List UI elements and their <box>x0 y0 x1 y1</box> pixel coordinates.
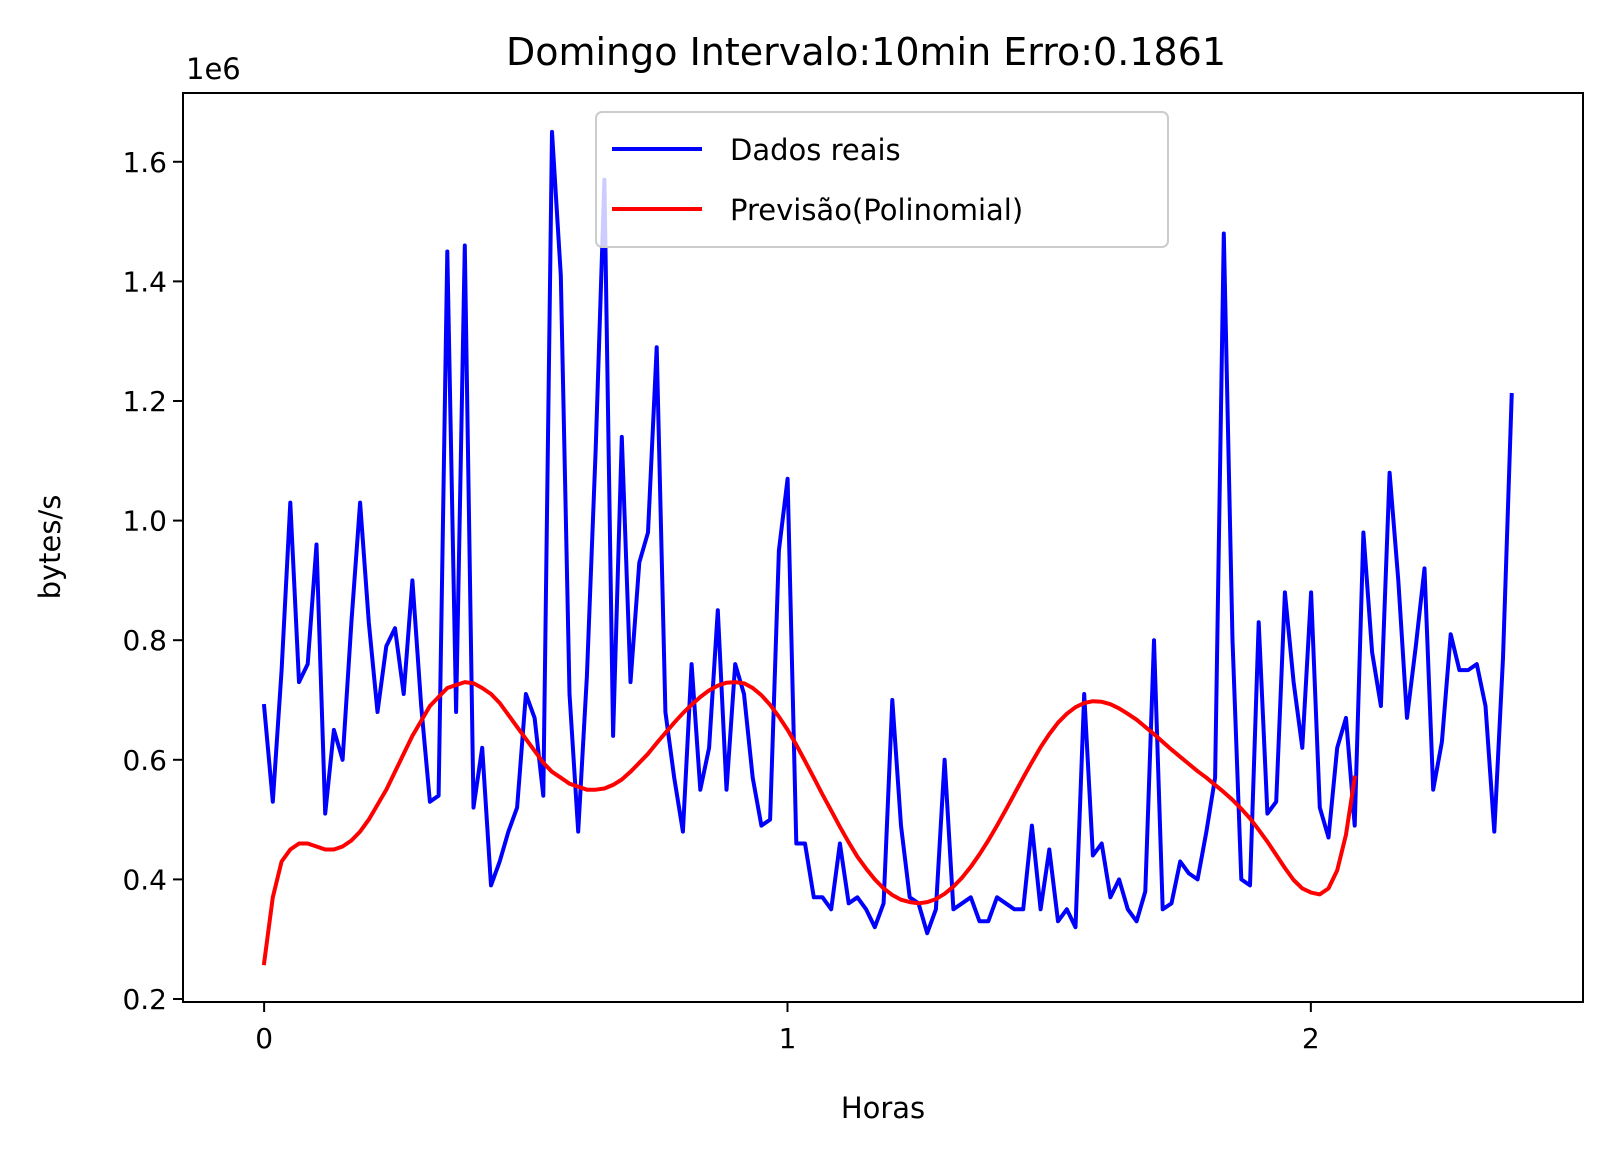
chart-title: Domingo Intervalo:10min Erro:0.1861 <box>506 30 1226 74</box>
legend: Dados reais Previsão(Polinomial) <box>595 111 1169 248</box>
x-axis: 0 1 2 <box>255 1002 1320 1055</box>
y-tick-label: 0.6 <box>122 744 167 777</box>
y-tick-label: 0.4 <box>122 863 167 896</box>
x-tick-label: 0 <box>255 1022 273 1055</box>
y-axis-multiplier: 1e6 <box>186 52 241 86</box>
y-tick-label: 0.2 <box>122 983 167 1016</box>
y-tick-label: 1.6 <box>122 146 167 179</box>
legend-label-previsao: Previsão(Polinomial) <box>730 193 1023 227</box>
plot-frame <box>182 92 1584 1003</box>
x-tick-label: 2 <box>1302 1022 1320 1055</box>
y-tick-label: 1.0 <box>122 505 167 538</box>
y-tick-label: 1.4 <box>122 265 167 298</box>
y-tick-label: 0.8 <box>122 624 167 657</box>
legend-label-dados-reais: Dados reais <box>730 133 901 167</box>
series-layer <box>261 129 1514 966</box>
y-tick-label: 1.2 <box>122 385 167 418</box>
y-axis: 0.2 0.4 0.6 0.8 1.0 1.2 1.4 1.6 <box>122 146 183 1016</box>
series-line-1 <box>261 680 1357 966</box>
x-tick-label: 1 <box>779 1022 797 1055</box>
legend-box <box>595 111 1169 248</box>
x-axis-label: Horas <box>841 1091 925 1125</box>
y-axis-label: bytes/s <box>33 495 67 600</box>
series-line-0 <box>261 129 1514 936</box>
